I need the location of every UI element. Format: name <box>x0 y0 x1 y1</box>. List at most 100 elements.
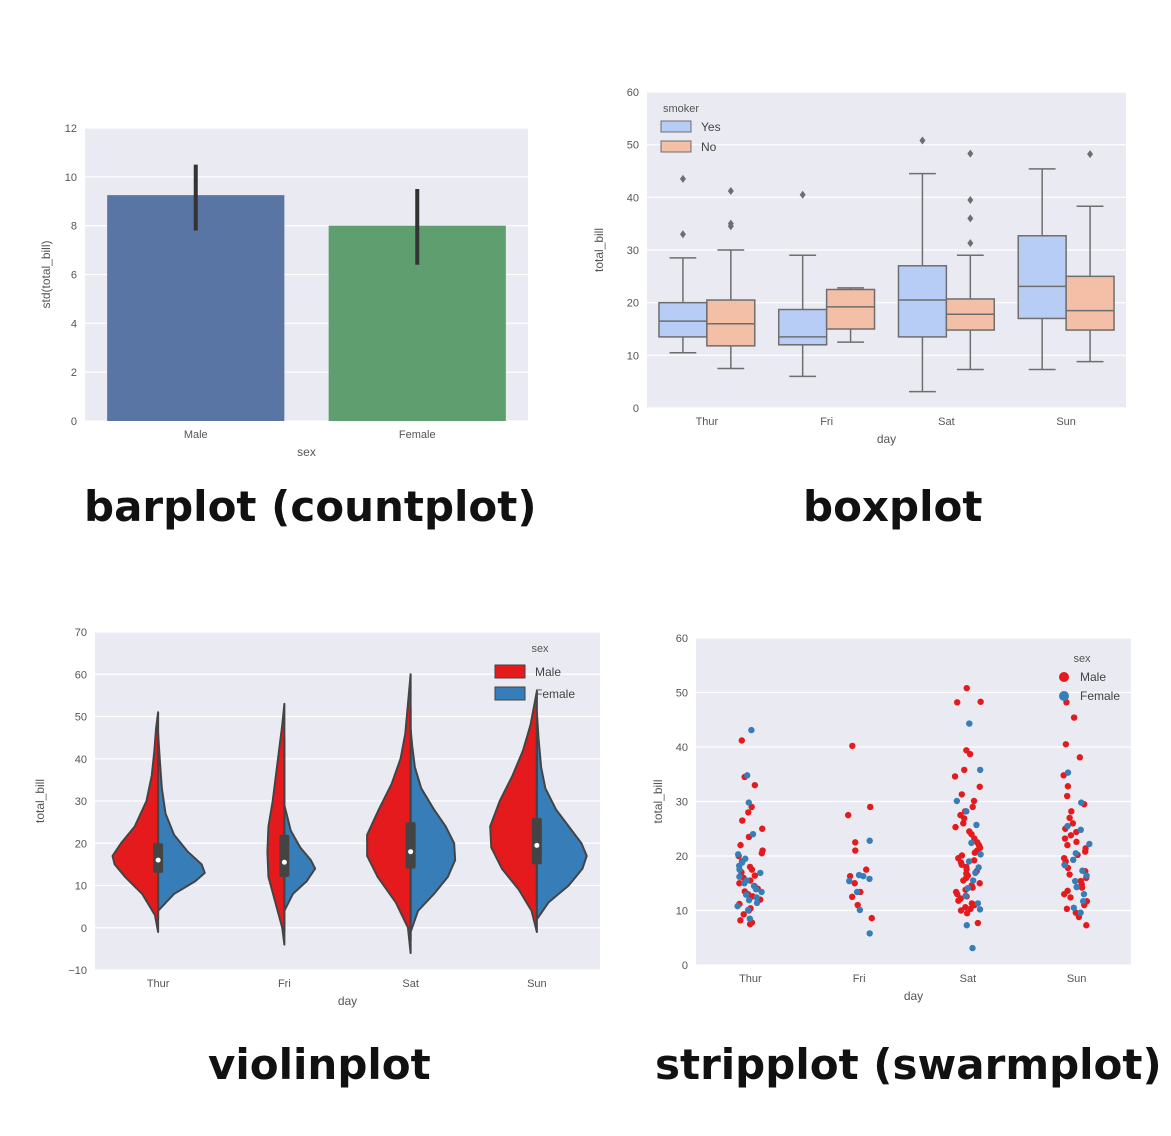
strip-point <box>866 875 873 883</box>
strip-point <box>976 783 983 790</box>
violin-inner-box <box>405 822 416 869</box>
box <box>658 301 708 338</box>
strip-point <box>742 891 750 898</box>
strip-point <box>1073 883 1080 891</box>
strip-point <box>759 847 766 854</box>
strip-point <box>748 726 755 734</box>
barplot-chart: 0 2 4 6 8 10 12 Male Female sex std(total_bill) <box>39 123 528 459</box>
strip-point <box>742 855 749 862</box>
strip-point <box>1083 922 1090 929</box>
strip-point <box>969 803 976 811</box>
outlier-marker <box>967 214 974 223</box>
strip-point <box>951 773 959 780</box>
violin-half <box>366 673 412 955</box>
y-tick-label: 10 <box>627 350 639 362</box>
box <box>825 288 876 330</box>
strip-point <box>1061 835 1069 842</box>
y-tick-label: 30 <box>676 797 688 809</box>
strip-point <box>970 857 978 864</box>
y-tick-label: 10 <box>676 906 688 918</box>
strip-point <box>974 919 982 927</box>
legend-label: Male <box>535 665 561 679</box>
strip-point <box>753 894 760 901</box>
strip-point <box>734 902 741 910</box>
strip-point <box>976 880 983 887</box>
strip-point <box>1080 890 1088 898</box>
violin-inner-box <box>279 834 290 878</box>
outlier-marker <box>727 219 734 228</box>
strip-point <box>969 877 977 884</box>
strip-point <box>1070 714 1078 721</box>
strip-point <box>844 811 852 819</box>
outlier-marker <box>967 195 974 204</box>
strip-point <box>1086 840 1093 848</box>
strip-point <box>743 772 751 779</box>
strip-point <box>1064 783 1072 790</box>
strip-point <box>976 906 984 913</box>
strip-point <box>963 922 970 929</box>
strip-point <box>1061 862 1069 869</box>
y-tick-label: 20 <box>627 298 639 310</box>
x-axis-label: day <box>904 989 923 1003</box>
box <box>1017 235 1067 320</box>
strip-point <box>849 742 856 750</box>
strip-point <box>954 699 961 706</box>
y-tick-label: 10 <box>75 881 87 893</box>
strip-point <box>1066 814 1073 822</box>
x-tick-label: Sun <box>527 978 547 990</box>
x-tick-label: Sun <box>1056 416 1076 428</box>
legend-swatch <box>660 140 692 153</box>
boxplot-caption: boxplot <box>803 482 983 531</box>
strip-point <box>970 797 978 805</box>
strip-point <box>967 905 974 913</box>
box <box>1065 275 1115 331</box>
violin-half <box>409 728 457 933</box>
strip-point <box>1079 867 1086 874</box>
strip-point <box>969 944 976 952</box>
x-tick-label: Sat <box>402 978 419 990</box>
x-tick-label: Thur <box>147 978 170 990</box>
x-axis-label: day <box>338 994 357 1008</box>
y-tick-label: 50 <box>627 140 639 152</box>
strip-point <box>1064 769 1072 776</box>
strip-point <box>867 803 874 811</box>
strip-point <box>846 872 854 880</box>
y-tick-label: 40 <box>75 754 87 766</box>
violin-half <box>266 702 286 946</box>
strip-point <box>977 851 984 858</box>
legend-marker <box>1059 672 1069 682</box>
strip-point <box>1077 826 1084 834</box>
y-tick-label: 40 <box>676 742 688 754</box>
strip-point <box>1070 904 1078 911</box>
y-tick-label: 0 <box>71 416 77 428</box>
boxplot-chart: 0 10 20 30 40 50 60 Thur Fri Sat Sun day total_bill s… <box>592 87 1126 446</box>
strip-point <box>977 698 984 705</box>
strip-point <box>976 766 984 774</box>
box <box>777 308 828 346</box>
legend-swatch <box>660 120 692 133</box>
y-tick-label: 6 <box>71 270 77 282</box>
strip-point <box>856 906 864 914</box>
strip-point <box>963 747 970 754</box>
strip-point <box>736 873 743 880</box>
strip-point <box>750 882 758 890</box>
strip-point <box>1070 856 1077 864</box>
violinplot-chart: −10 0 10 20 30 40 50 60 70 Thur Fri Sat Sun day total_… <box>33 627 600 1008</box>
violin-inner-box <box>531 817 542 865</box>
y-tick-label: 0 <box>81 923 87 935</box>
strip-point <box>734 851 742 858</box>
y-tick-label: 20 <box>75 838 87 850</box>
outlier-marker <box>679 174 686 183</box>
violin-half <box>157 732 206 912</box>
legend-label: No <box>701 140 717 154</box>
strip-point <box>1064 822 1071 830</box>
box <box>706 299 756 347</box>
strip-point <box>739 817 746 824</box>
box <box>897 265 948 338</box>
strip-point <box>736 880 743 887</box>
strip-point <box>963 684 970 692</box>
strip-point <box>1060 854 1068 862</box>
y-tick-label: 20 <box>676 851 688 863</box>
x-tick-label: Sat <box>960 973 977 985</box>
strip-point <box>952 888 960 896</box>
